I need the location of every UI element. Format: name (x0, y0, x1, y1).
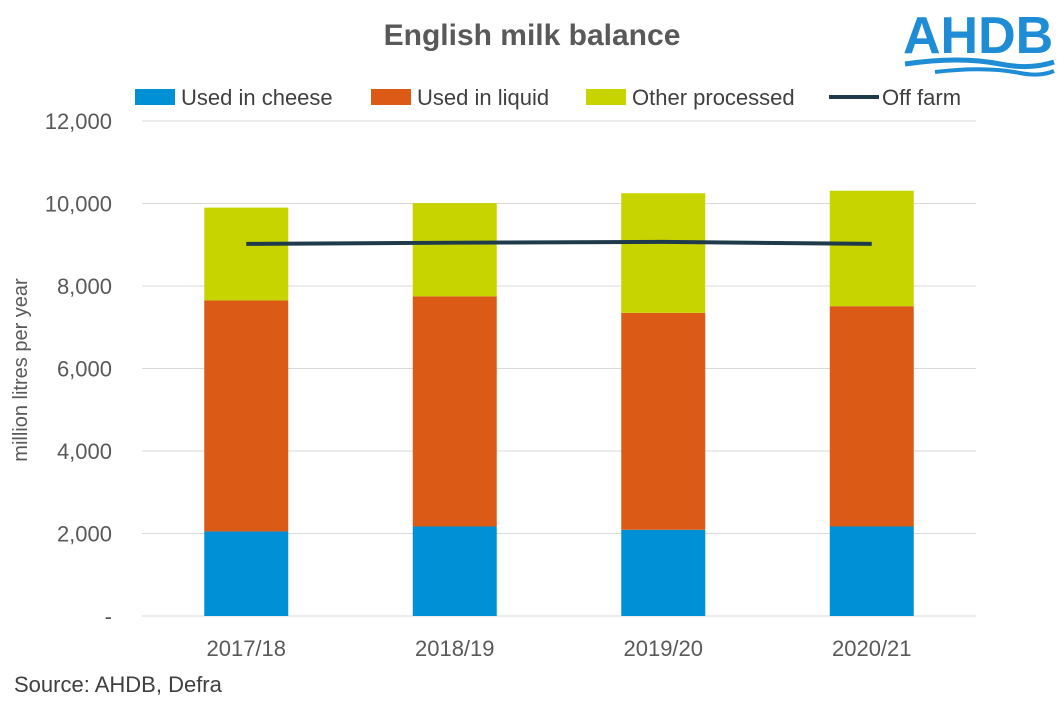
bar-other-processed (829, 190, 914, 307)
x-axis-ticks: 2017/18 2018/19 2019/20 2020/21 (206, 636, 911, 661)
bar-other-processed (204, 207, 289, 301)
bar-used-in-cheese (204, 531, 289, 616)
legend-label: Off farm (882, 85, 961, 110)
y-tick-label: 2,000 (57, 522, 112, 547)
bar-used-in-liquid (204, 300, 289, 532)
bar-used-in-liquid (412, 296, 497, 527)
logo-wave-top (904, 57, 1055, 70)
x-tick-label: 2020/21 (832, 636, 912, 661)
y-tick-label: 8,000 (57, 274, 112, 299)
x-tick-label: 2019/20 (623, 636, 703, 661)
logo-wave-bottom (934, 67, 1055, 77)
bar-used-in-liquid (621, 312, 706, 530)
x-tick-label: 2018/19 (415, 636, 495, 661)
y-tick-label: 10,000 (45, 192, 112, 217)
y-axis-title: million litres per year (10, 278, 32, 462)
legend-swatch (586, 89, 626, 105)
chart-title: English milk balance (384, 19, 681, 52)
bars (204, 190, 914, 616)
source-note: Source: AHDB, Defra (14, 672, 223, 697)
y-tick-label: 12,000 (45, 109, 112, 134)
x-tick-label: 2017/18 (206, 636, 286, 661)
bar-other-processed (412, 203, 497, 297)
line-series (246, 239, 872, 246)
legend: Used in cheese Used in liquid Other proces… (135, 85, 961, 110)
logo-text: AHDB (903, 7, 1053, 65)
bar-used-in-liquid (829, 306, 914, 527)
bar-other-processed (621, 193, 706, 313)
legend-label: Other processed (632, 85, 795, 110)
bar-used-in-cheese (412, 526, 497, 616)
line-off-farm (246, 239, 872, 246)
y-tick-label: 6,000 (57, 357, 112, 382)
legend-swatch (371, 89, 411, 105)
y-tick-label: 4,000 (57, 439, 112, 464)
ahdb-logo: AHDB (903, 7, 1055, 77)
y-axis-ticks: - 2,000 4,000 6,000 8,000 10,000 12,000 (45, 109, 112, 629)
bar-used-in-cheese (829, 526, 914, 616)
bar-used-in-cheese (621, 529, 706, 616)
y-tick-label: - (105, 604, 112, 629)
legend-swatch (135, 89, 175, 105)
legend-label: Used in liquid (417, 85, 549, 110)
legend-label: Used in cheese (181, 85, 333, 110)
